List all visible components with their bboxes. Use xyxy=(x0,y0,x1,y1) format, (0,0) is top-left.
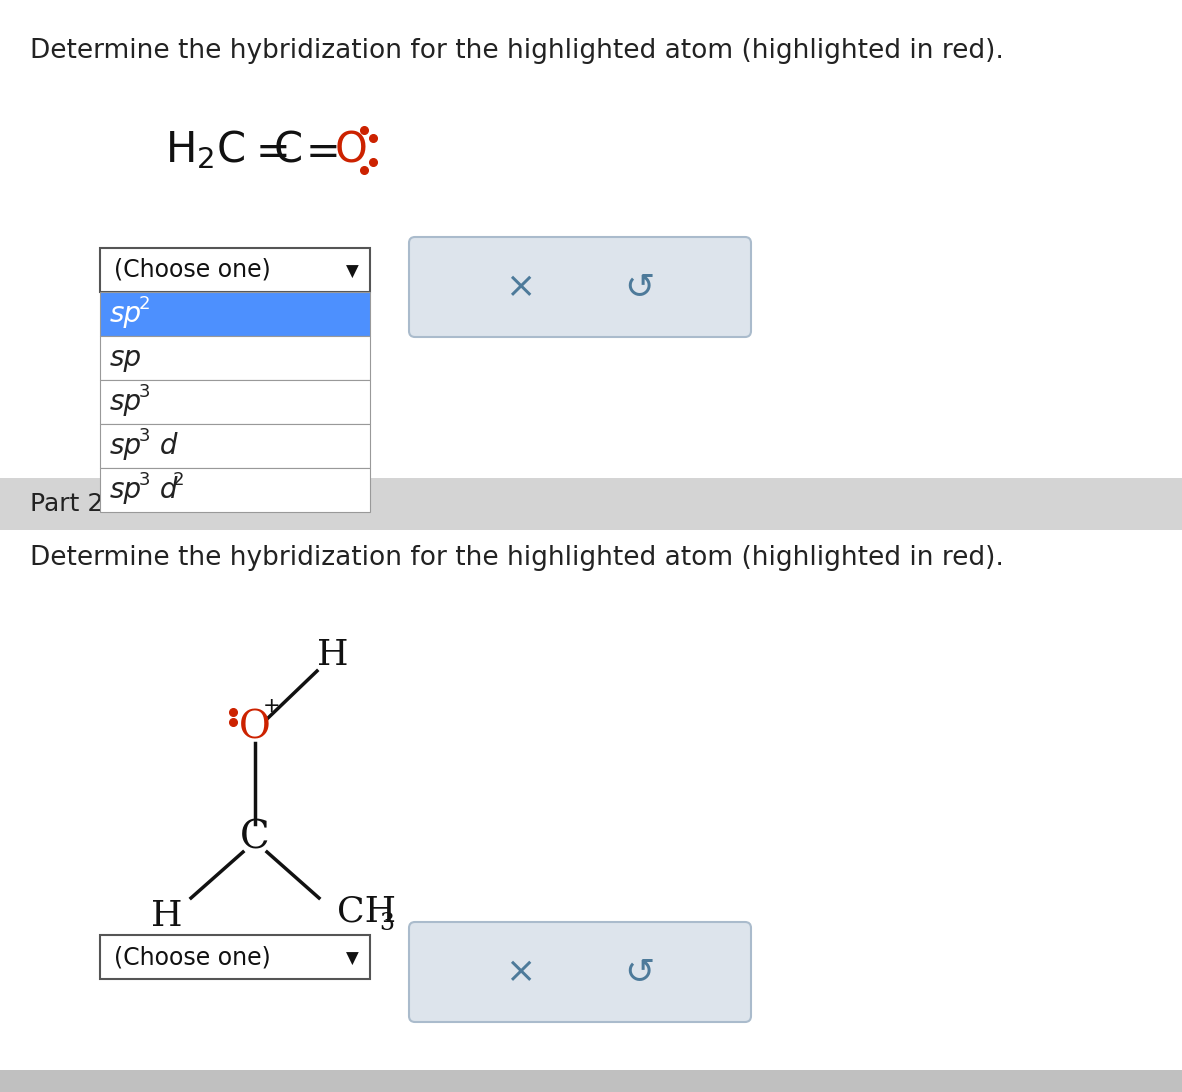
FancyBboxPatch shape xyxy=(100,248,370,292)
Text: ×: × xyxy=(506,270,535,304)
Text: d: d xyxy=(151,432,177,460)
Text: 2: 2 xyxy=(173,471,184,489)
Text: sp: sp xyxy=(110,300,142,328)
Bar xyxy=(0,0,1182,478)
Text: ▼: ▼ xyxy=(345,950,358,968)
Text: +: + xyxy=(264,696,280,716)
Text: 3: 3 xyxy=(379,913,394,936)
Text: O: O xyxy=(239,710,271,747)
Text: Determine the hybridization for the highlighted atom (highlighted in red).: Determine the hybridization for the high… xyxy=(30,38,1004,64)
Text: 2: 2 xyxy=(139,295,150,313)
Text: ▼: ▼ xyxy=(345,263,358,281)
Text: 3: 3 xyxy=(139,383,150,401)
Bar xyxy=(100,468,370,512)
Text: (Choose one): (Choose one) xyxy=(113,945,271,969)
Bar xyxy=(0,478,1182,530)
Text: $\mathsf{=}$: $\mathsf{=}$ xyxy=(247,129,287,171)
Text: C: C xyxy=(240,819,269,856)
Text: ↺: ↺ xyxy=(624,270,655,304)
Text: $\mathsf{O}$: $\mathsf{O}$ xyxy=(333,129,366,171)
Text: 3: 3 xyxy=(139,471,150,489)
Text: Determine the hybridization for the highlighted atom (highlighted in red).: Determine the hybridization for the high… xyxy=(30,545,1004,571)
Text: $\mathsf{C}$: $\mathsf{C}$ xyxy=(273,129,301,171)
Bar xyxy=(0,1070,1182,1092)
Bar xyxy=(100,424,370,468)
FancyBboxPatch shape xyxy=(100,935,370,980)
Bar xyxy=(100,292,370,336)
Text: ↺: ↺ xyxy=(624,956,655,989)
Text: sp: sp xyxy=(110,432,142,460)
Text: H: H xyxy=(151,899,183,933)
Text: sp: sp xyxy=(110,344,142,372)
Text: Part 2: Part 2 xyxy=(30,492,103,517)
Text: CH: CH xyxy=(337,895,396,929)
Bar xyxy=(100,336,370,380)
FancyBboxPatch shape xyxy=(409,237,751,337)
Text: d: d xyxy=(151,476,177,505)
FancyBboxPatch shape xyxy=(409,922,751,1022)
Text: 3: 3 xyxy=(139,427,150,446)
Text: (Choose one): (Choose one) xyxy=(113,258,271,282)
Text: H: H xyxy=(317,638,349,672)
Text: $\mathsf{H_2C}$: $\mathsf{H_2C}$ xyxy=(165,129,246,171)
Bar xyxy=(100,380,370,424)
Text: ×: × xyxy=(506,956,535,989)
Text: $\mathsf{=}$: $\mathsf{=}$ xyxy=(297,129,338,171)
Text: sp: sp xyxy=(110,476,142,505)
Text: sp: sp xyxy=(110,388,142,416)
